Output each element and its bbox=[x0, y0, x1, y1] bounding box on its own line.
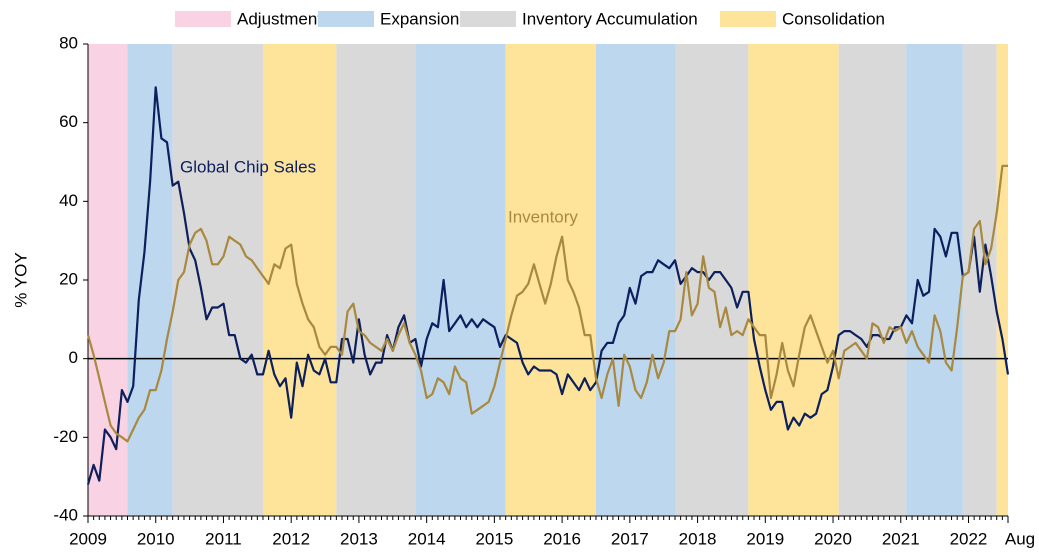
phase-band bbox=[906, 44, 963, 516]
phase-band bbox=[127, 44, 173, 516]
x-tick-label: 2015 bbox=[475, 529, 513, 548]
y-tick-label: 40 bbox=[59, 191, 78, 210]
y-tick-label: 60 bbox=[59, 112, 78, 131]
y-tick-label: 80 bbox=[59, 33, 78, 52]
legend-swatch bbox=[318, 11, 374, 27]
x-tick-label: 2019 bbox=[746, 529, 784, 548]
x-tick-label: 2016 bbox=[543, 529, 581, 548]
phase-band bbox=[415, 44, 506, 516]
phase-band bbox=[838, 44, 907, 516]
x-tick-label: 2020 bbox=[814, 529, 852, 548]
legend-label: Inventory Accumulation bbox=[522, 9, 698, 28]
phase-band bbox=[172, 44, 263, 516]
y-tick-label: -20 bbox=[53, 427, 78, 446]
phase-band bbox=[748, 44, 839, 516]
line-series bbox=[86, 164, 1008, 443]
phase-band bbox=[996, 44, 1008, 516]
series-label: Inventory bbox=[508, 207, 578, 226]
y-tick-label: 0 bbox=[69, 348, 78, 367]
x-tick-label: 2022 bbox=[950, 529, 988, 548]
line-series bbox=[86, 86, 1010, 485]
y-tick-label: 20 bbox=[59, 269, 78, 288]
x-tick-label: 2009 bbox=[69, 529, 107, 548]
y-axis-label: % YOY bbox=[11, 252, 30, 307]
phase-band bbox=[88, 44, 128, 516]
phase-band bbox=[595, 44, 675, 516]
x-tick-label: 2018 bbox=[679, 529, 717, 548]
x-tick-label: 2010 bbox=[137, 529, 175, 548]
legend-label: Consolidation bbox=[782, 9, 885, 28]
x-tick-label: Aug bbox=[1005, 529, 1035, 548]
x-tick-label: 2013 bbox=[340, 529, 378, 548]
x-tick-label: 2021 bbox=[882, 529, 920, 548]
legend-label: Expansion bbox=[380, 9, 459, 28]
y-tick-label: -40 bbox=[53, 505, 78, 524]
legend-swatch bbox=[460, 11, 516, 27]
phase-band bbox=[262, 44, 337, 516]
series-label: Global Chip Sales bbox=[180, 157, 316, 176]
legend-label: Adjustment bbox=[237, 9, 322, 28]
x-tick-label: 2012 bbox=[272, 529, 310, 548]
x-tick-label: 2014 bbox=[408, 529, 446, 548]
x-tick-label: 2017 bbox=[611, 529, 649, 548]
x-tick-label: 2011 bbox=[205, 529, 242, 548]
phase-band bbox=[336, 44, 416, 516]
legend-swatch bbox=[175, 11, 231, 27]
legend-swatch bbox=[720, 11, 776, 27]
